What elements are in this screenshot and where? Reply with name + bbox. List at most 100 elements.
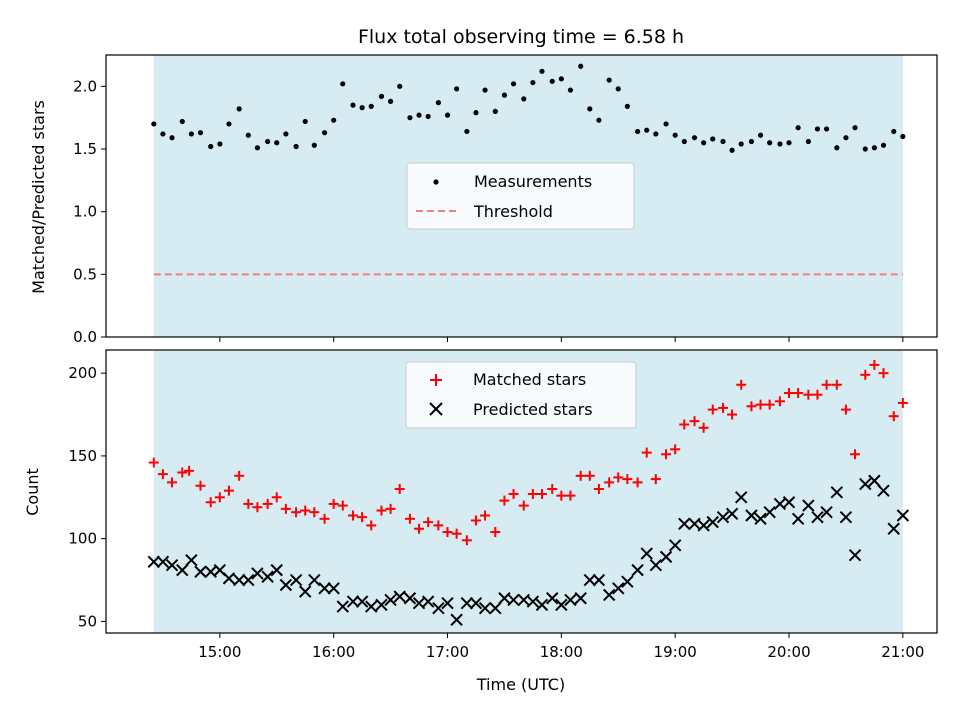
measurement-point [454, 86, 460, 92]
matched-star-point [746, 401, 757, 412]
x-axis-label: Time (UTC) [476, 675, 565, 694]
predicted-star-point [507, 593, 520, 607]
matched-star-point [821, 379, 832, 390]
matched-star-point [565, 490, 576, 501]
measurement-point [710, 136, 716, 142]
measurement-point [473, 110, 479, 116]
matched-star-point [764, 399, 775, 410]
x-tick-label: 17:00 [426, 643, 469, 661]
measurement-point [596, 117, 602, 123]
ratio-x-ticks [219, 337, 904, 342]
predicted-star-point [564, 593, 577, 607]
matched-star-point [641, 447, 652, 458]
matched-star-point [888, 411, 899, 422]
matched-star-point [433, 520, 444, 531]
measurement-point [871, 145, 877, 151]
legend-threshold-label: Threshold [473, 202, 553, 221]
measurement-point [492, 108, 498, 114]
measurement-point [311, 142, 317, 148]
predicted-star-point [734, 491, 748, 504]
predicted-star-point [668, 539, 682, 552]
matched-star-point [280, 503, 291, 514]
measurement-point [862, 146, 868, 152]
matched-star-point [736, 379, 747, 390]
matched-star-point [547, 484, 558, 495]
x-tick-label: 21:00 [881, 643, 924, 661]
measurement-point [151, 121, 157, 127]
measurement-point [738, 141, 744, 147]
ratio-y-tick-label: 0.0 [73, 328, 97, 346]
measurement-point [615, 86, 621, 92]
matched-star-point [499, 495, 510, 506]
measurement-point [852, 125, 858, 131]
measurement-point [748, 138, 755, 145]
ratio-panel: 0.00.51.01.52.0 Matched/Predicted stars … [29, 54, 938, 346]
predicted-star-point [346, 595, 360, 608]
predicted-star-point [242, 573, 255, 587]
predicted-star-point [574, 592, 587, 605]
measurement-point [757, 132, 764, 138]
predicted-star-point [403, 592, 417, 605]
measurement-point [549, 78, 555, 84]
matched-star-point [366, 520, 377, 531]
predicted-star-point [820, 505, 833, 519]
legend-matched-marker [430, 374, 442, 386]
measurement-point [653, 131, 659, 137]
measurement-point [606, 77, 612, 83]
predicted-star-point [640, 547, 653, 560]
predicted-star-point [318, 582, 331, 595]
measurement-point [340, 81, 346, 87]
matched-star-point [442, 527, 453, 538]
predicted-star-point [887, 522, 900, 535]
predicted-star-point [763, 505, 776, 519]
x-tick-label: 19:00 [654, 643, 697, 661]
ratio-y-tick-label: 0.5 [73, 265, 97, 283]
count-legend: Matched stars Predicted stars [405, 361, 637, 429]
x-tick-label: 15:00 [198, 643, 241, 661]
matched-star-point [670, 444, 681, 455]
predicted-star-point [393, 590, 406, 603]
measurement-point [578, 63, 584, 69]
predicted-star-point [859, 477, 872, 491]
predicted-star-point [365, 600, 378, 613]
matched-star-point [337, 500, 348, 511]
matched-star-point [167, 477, 178, 488]
measurement-point [245, 132, 251, 138]
matched-star-point [508, 488, 519, 499]
measurement-point [302, 118, 308, 125]
measurement-point [425, 113, 431, 120]
measurement-point [378, 93, 385, 99]
predicted-star-point [546, 592, 559, 605]
measurement-point [501, 92, 508, 98]
predicted-star-point [489, 601, 502, 615]
measurement-point [663, 121, 669, 127]
matched-star-point [632, 477, 643, 488]
predicted-star-point [706, 515, 719, 529]
measurement-point [179, 118, 185, 125]
predicted-star-point [299, 585, 312, 598]
measurement-point [169, 135, 175, 141]
matched-star-point [470, 515, 481, 526]
predicted-star-point [745, 509, 758, 522]
matched-star-point [348, 510, 359, 521]
predicted-star-point [612, 582, 625, 595]
predicted-star-point [782, 496, 796, 509]
matched-star-point [755, 399, 766, 410]
measurement-point [767, 140, 773, 146]
measurement-point [891, 128, 897, 135]
matched-star-point [262, 498, 273, 509]
predicted-star-point [194, 565, 207, 578]
predicted-star-point [725, 507, 739, 521]
measurement-point [681, 138, 687, 145]
legend-measurements-marker [433, 179, 439, 185]
matched-star-point [575, 470, 586, 481]
measurement-point [217, 141, 223, 147]
measurement-point [350, 102, 356, 108]
predicted-star-point [327, 582, 340, 595]
matched-star-point [727, 409, 738, 420]
measurement-point [521, 96, 527, 102]
matched-stars-points [148, 359, 908, 546]
measurement-point [397, 83, 403, 89]
count-y-tick-label: 50 [78, 612, 97, 630]
measurement-point [236, 106, 242, 112]
